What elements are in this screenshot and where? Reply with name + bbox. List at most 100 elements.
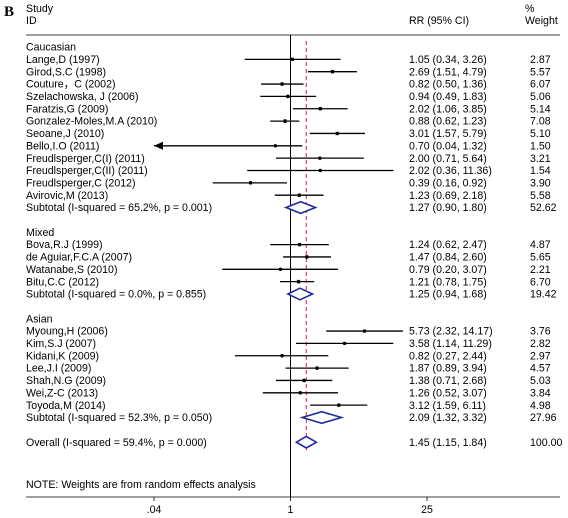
subtotal-label: Subtotal (I-squared = 52.3%, p = 0.050): [26, 412, 212, 424]
point-estimate: [305, 255, 309, 259]
study-label: Lee,J.I (2009): [26, 363, 91, 375]
estimate-text: 2.02 (1.06, 3.85): [409, 103, 487, 115]
estimate-text: 1.38 (0.71, 2.68): [409, 375, 487, 387]
weight-text: 3.84: [530, 387, 551, 399]
weight-text: 5.58: [530, 190, 551, 202]
weight-text: 7.08: [530, 116, 551, 128]
weight-text: 3.90: [530, 177, 551, 189]
estimate-text: 3.58 (1.14, 11.29): [409, 338, 492, 350]
study-label: Avirovic,M (2013): [26, 190, 108, 202]
weight-text: 6.07: [530, 79, 551, 91]
subtotal-label: Subtotal (I-squared = 65.2%, p = 0.001): [26, 202, 212, 214]
estimate-text: 3.01 (1.57, 5.79): [409, 128, 487, 140]
weight-text: 4.57: [530, 363, 551, 375]
study-label: Girod,S.C (1998): [26, 66, 106, 78]
estimate-text: 1.25 (0.94, 1.68): [409, 289, 487, 301]
weights-note: NOTE: Weights are from random effects an…: [26, 479, 256, 491]
weight-text: 1.50: [530, 140, 551, 152]
subtotal-diamond: [286, 287, 315, 301]
weight-text: 4.98: [530, 400, 551, 412]
estimate-text: 0.94 (0.49, 1.83): [409, 91, 487, 103]
header-estimate: RR (95% CI): [409, 15, 469, 27]
x-tick-label: .04: [147, 504, 162, 516]
estimate-text: 1.27 (0.90, 1.80): [409, 202, 487, 214]
point-estimate: [297, 193, 301, 197]
study-label: Shah,N.G (2009): [26, 375, 106, 387]
estimate-text: 0.82 (0.27, 2.44): [409, 350, 487, 362]
study-label: Kidani,K (2009): [26, 350, 99, 362]
estimate-text: 2.69 (1.51, 4.79): [409, 66, 487, 78]
weight-text: 5.10: [530, 128, 551, 140]
weight-text: 5.57: [530, 66, 551, 78]
panel-label: B: [4, 4, 15, 20]
point-estimate: [318, 107, 323, 111]
point-estimate: [330, 70, 335, 74]
weight-text: 3.21: [530, 153, 551, 165]
subgroup-header: Caucasian: [26, 42, 76, 54]
study-label: Watanabe,S (2010): [26, 264, 117, 276]
estimate-text: 1.23 (0.69, 2.18): [409, 190, 487, 202]
weight-text: 5.03: [530, 375, 551, 387]
point-estimate: [342, 341, 347, 346]
point-estimate: [335, 131, 339, 136]
point-estimate: [337, 403, 341, 407]
study-label: Gonzalez-Moles,M.A (2010): [26, 116, 157, 128]
estimate-text: 0.88 (0.62, 1.23): [409, 116, 487, 128]
study-label: Bitu,C.C (2012): [26, 276, 99, 288]
point-estimate: [362, 329, 367, 333]
weight-text: 5.06: [530, 91, 551, 103]
study-label: Kim,S.J (2007): [26, 338, 96, 350]
study-label: Couture，C (2002): [26, 79, 116, 91]
estimate-text: 0.82 (0.50, 1.36): [409, 79, 487, 91]
point-estimate: [273, 144, 278, 148]
point-estimate: [302, 378, 306, 383]
estimate-text: 1.24 (0.62, 2.47): [409, 239, 487, 251]
weight-text: 3.76: [530, 326, 551, 338]
weight-text: 19.42: [530, 289, 557, 301]
study-label: Wei,Z-C (2013): [26, 387, 98, 399]
study-label: Freudlsperger,C (2012): [26, 177, 136, 189]
point-estimate: [286, 94, 290, 99]
study-label: Seoane,J (2010): [26, 128, 104, 140]
estimate-text: 3.12 (1.59, 6.11): [409, 400, 486, 412]
weight-text: 4.87: [530, 239, 551, 251]
point-estimate: [283, 119, 287, 123]
estimate-text: 0.70 (0.04, 1.32): [409, 140, 487, 152]
estimate-text: 1.05 (0.34, 3.26): [409, 54, 487, 66]
weight-text: 100.00: [530, 437, 563, 449]
estimate-text: 1.26 (0.52, 3.07): [409, 387, 487, 399]
subgroup-header: Mixed: [26, 227, 54, 239]
point-estimate: [318, 168, 323, 173]
weight-text: 5.65: [530, 252, 551, 264]
weight-text: 52.62: [530, 202, 557, 214]
point-estimate: [280, 82, 284, 86]
overall-diamond: [294, 435, 318, 449]
subtotal-label: Subtotal (I-squared = 0.0%, p = 0.855): [26, 289, 206, 301]
weight-text: 2.21: [530, 264, 551, 276]
study-label: Szelachowska, J (2006): [26, 91, 138, 103]
point-estimate: [318, 156, 322, 160]
weight-text: 1.54: [530, 165, 551, 177]
ci-arrow-left: [154, 141, 163, 150]
header-weight-percent: %: [525, 3, 535, 15]
header-weight: Weight: [525, 15, 558, 27]
point-estimate: [297, 242, 302, 247]
estimate-text: 1.45 (1.15, 1.84): [409, 437, 487, 449]
study-label: Bello,I.O (2011): [26, 140, 99, 152]
study-label: Faratzis,G (2009): [26, 103, 108, 115]
estimate-text: 1.21 (0.78, 1.75): [409, 276, 487, 288]
point-estimate: [315, 366, 319, 370]
point-estimate: [290, 57, 295, 62]
estimate-text: 5.73 (2.32, 14.17): [409, 326, 493, 338]
subgroup-header: Asian: [26, 313, 53, 325]
header-id: ID: [26, 15, 37, 27]
estimate-text: 1.87 (0.89, 3.94): [409, 363, 487, 375]
weight-text: 2.82: [530, 338, 551, 350]
point-estimate: [296, 279, 301, 284]
estimate-text: 2.09 (1.32, 3.32): [409, 412, 487, 424]
estimate-text: 1.47 (0.84, 2.60): [409, 252, 487, 264]
weight-text: 2.97: [530, 350, 551, 362]
study-label: Toyoda,M (2014): [26, 400, 106, 412]
estimate-text: 2.02 (0.36, 11.36): [409, 165, 492, 177]
